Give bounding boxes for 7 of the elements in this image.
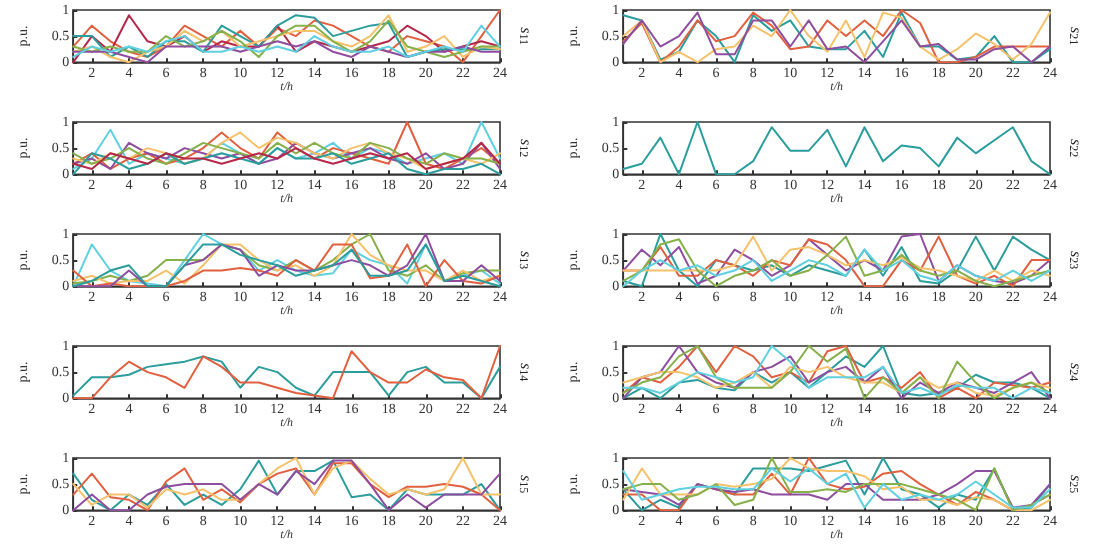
line-series — [72, 345, 501, 400]
line-series — [72, 141, 501, 170]
line-series — [72, 141, 501, 165]
line-series — [622, 457, 1051, 512]
line-series — [622, 345, 1051, 400]
line-series — [72, 121, 501, 170]
line-series — [622, 121, 1051, 176]
